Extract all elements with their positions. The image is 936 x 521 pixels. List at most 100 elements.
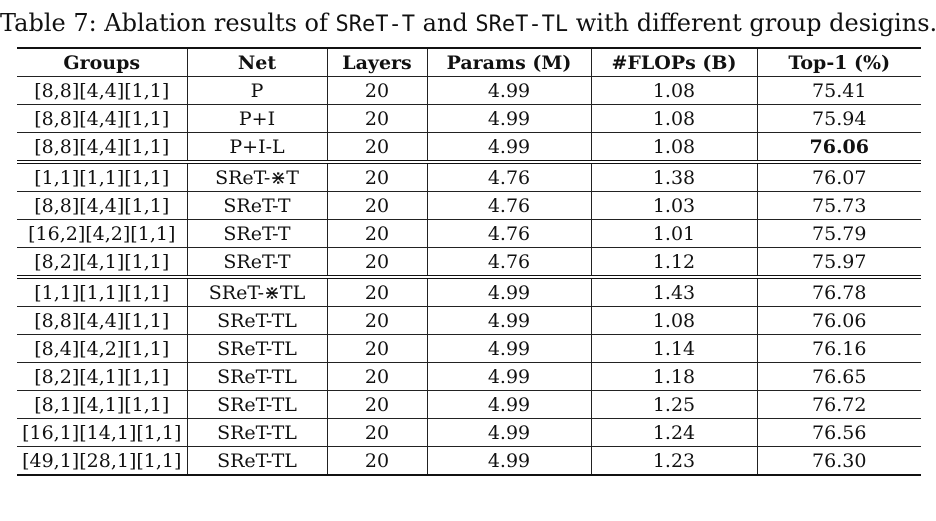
cell-top1: 75.94 [756,104,921,133]
header-flops: #FLOPs (B) [590,47,757,77]
cell-flops: 1.12 [590,247,757,278]
header-net: Net [186,47,327,77]
cell-net: P+I-L [186,132,327,163]
cell-groups: [1,1][1,1][1,1] [17,275,187,307]
cell-groups: [8,4][4,2][1,1] [17,334,187,363]
caption-model-a: SReT-T [335,12,416,37]
cell-params: 4.76 [426,191,591,220]
caption-prefix: Table 7: Ablation results of [0,9,336,37]
cell-layers: 20 [326,362,427,391]
cell-layers: 20 [326,191,427,220]
cell-groups: [8,2][4,1][1,1] [17,362,187,391]
cell-layers: 20 [326,219,427,248]
cell-groups: [16,2][4,2][1,1] [17,219,187,248]
cell-top1: 76.16 [756,334,921,363]
cell-groups: [8,1][4,1][1,1] [17,390,187,419]
cell-params: 4.99 [426,362,591,391]
table-row: [8,8][4,4][1,1] SReT-TL 20 4.99 1.08 76.… [17,306,921,335]
cell-layers: 20 [326,104,427,133]
cell-layers: 20 [326,334,427,363]
table-row: [8,1][4,1][1,1] SReT-TL 20 4.99 1.25 76.… [17,390,921,419]
cell-params: 4.99 [426,390,591,419]
cell-net: SReT-T [186,191,327,220]
cell-flops: 1.25 [590,390,757,419]
cell-groups: [8,8][4,4][1,1] [17,306,187,335]
cell-net: SReT-TL [186,418,327,447]
cell-flops: 1.01 [590,219,757,248]
table-row: [8,2][4,1][1,1] SReT-TL 20 4.99 1.18 76.… [17,362,921,391]
cell-flops: 1.08 [590,76,757,105]
cell-groups: [16,1][14,1][1,1] [17,418,187,447]
cell-params: 4.99 [426,275,591,307]
cell-params: 4.99 [426,76,591,105]
caption-model-b: SReT-TL [475,12,569,37]
table-row: [8,2][4,1][1,1] SReT-T 20 4.76 1.12 75.9… [17,247,921,278]
table-row: [49,1][28,1][1,1] SReT-TL 20 4.99 1.23 7… [17,446,921,476]
cell-flops: 1.24 [590,418,757,447]
cell-net: SReT-TL [186,390,327,419]
cell-layers: 20 [326,76,427,105]
cell-net: SReT-T [186,219,327,248]
cell-top1: 76.72 [756,390,921,419]
cell-params: 4.99 [426,104,591,133]
table-caption: Table 7: Ablation results of SReT-T and … [0,6,936,42]
cell-params: 4.99 [426,132,591,163]
cell-flops: 1.23 [590,446,757,476]
cell-flops: 1.03 [590,191,757,220]
cell-flops: 1.08 [590,104,757,133]
table-row: [8,8][4,4][1,1] P+I 20 4.99 1.08 75.94 [17,104,921,133]
cell-layers: 20 [326,275,427,307]
cell-top1: 76.06 [756,306,921,335]
cell-flops: 1.14 [590,334,757,363]
cell-layers: 20 [326,247,427,278]
cell-flops: 1.43 [590,275,757,307]
cell-groups: [8,8][4,4][1,1] [17,191,187,220]
table-row: [16,1][14,1][1,1] SReT-TL 20 4.99 1.24 7… [17,418,921,447]
cell-top1: 76.56 [756,418,921,447]
table-row: [1,1][1,1][1,1] SReT-⋇T 20 4.76 1.38 76.… [17,160,921,192]
cell-params: 4.99 [426,306,591,335]
header-row: Groups Net Layers Params (M) #FLOPs (B) … [17,47,921,77]
cell-top1: 76.78 [756,275,921,307]
cell-net: P+I [186,104,327,133]
table-row: [8,4][4,2][1,1] SReT-TL 20 4.99 1.14 76.… [17,334,921,363]
cell-params: 4.76 [426,247,591,278]
cell-flops: 1.08 [590,306,757,335]
header-groups: Groups [17,47,187,77]
ablation-table-container: Groups Net Layers Params (M) #FLOPs (B) … [17,47,921,476]
table-row: [8,8][4,4][1,1] SReT-T 20 4.76 1.03 75.7… [17,191,921,220]
cell-layers: 20 [326,160,427,192]
header-top1: Top-1 (%) [756,47,921,77]
cell-top1: 75.73 [756,191,921,220]
cell-groups: [1,1][1,1][1,1] [17,160,187,192]
cell-params: 4.76 [426,219,591,248]
cell-layers: 20 [326,446,427,476]
cell-groups: [8,2][4,1][1,1] [17,247,187,278]
cell-params: 4.99 [426,446,591,476]
header-params: Params (M) [426,47,591,77]
cell-net: SReT-⋇T [186,160,327,192]
cell-net: SReT-TL [186,306,327,335]
cell-groups: [8,8][4,4][1,1] [17,76,187,105]
cell-top1: 76.30 [756,446,921,476]
caption-suffix: with different group desigins. [568,9,936,37]
cell-flops: 1.18 [590,362,757,391]
cell-top1: 75.79 [756,219,921,248]
cell-layers: 20 [326,418,427,447]
cell-net: P [186,76,327,105]
table-row: [8,8][4,4][1,1] P 20 4.99 1.08 75.41 [17,76,921,105]
cell-layers: 20 [326,132,427,163]
cell-groups: [8,8][4,4][1,1] [17,104,187,133]
cell-top1: 76.65 [756,362,921,391]
cell-params: 4.99 [426,418,591,447]
cell-params: 4.99 [426,334,591,363]
caption-middle: and [415,9,476,37]
cell-groups: [8,8][4,4][1,1] [17,132,187,163]
cell-top1: 75.97 [756,247,921,278]
cell-net: SReT-TL [186,362,327,391]
cell-params: 4.76 [426,160,591,192]
table-row: [16,2][4,2][1,1] SReT-T 20 4.76 1.01 75.… [17,219,921,248]
cell-top1: 75.41 [756,76,921,105]
cell-net: SReT-T [186,247,327,278]
table-row: [8,8][4,4][1,1] P+I-L 20 4.99 1.08 76.06 [17,132,921,163]
